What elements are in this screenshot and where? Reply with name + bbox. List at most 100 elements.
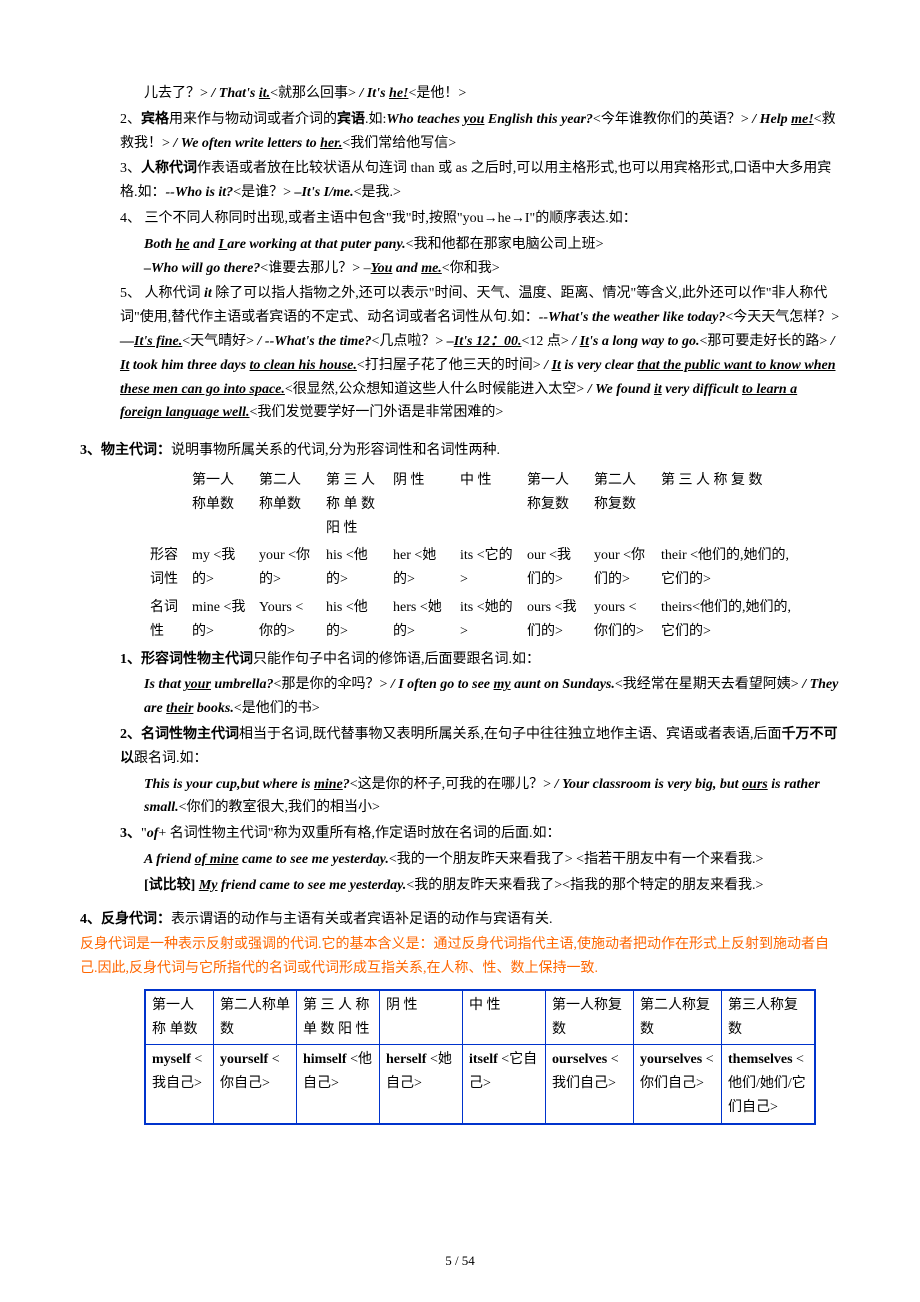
table-cell: her <她的> [387,542,454,594]
text: <你和我> [442,261,500,276]
text: <我的朋友昨天来看我了><指我的那个特定的朋友来看我.> [406,878,763,893]
table-cell: his <他的> [320,594,387,646]
text: me! [791,112,814,127]
possessive-pronoun-table: 第一人称单数 第二人称单数 第 三 人 称 单 数 阳 性 阴 性 中 性 第一… [144,467,807,646]
text: took him three days [129,358,249,373]
text: to clean his house. [250,358,357,373]
text: <这是你的杯子,可我的在哪儿？> [350,777,555,792]
text: Both [144,237,176,252]
text: <那是你的伞吗？> [274,677,391,692]
table-header: 阴 性 [387,467,454,542]
table-header: 第二人称单数 [214,990,297,1045]
text: her. [320,136,342,151]
text: –It's I/me. [294,185,353,200]
table-header-row: 第一人称 单数 第二人称单数 第 三 人 称 单 数 阳 性 阴 性 中 性 第… [145,990,815,1045]
text: It's 12：00. [454,334,522,349]
text: 相当于名词,既代替事物又表明所属关系,在句子中往往独立地作主语、宾语或者表语,后… [239,727,782,742]
text: came to see me yesterday. [239,852,389,867]
text: / We often write letters to [173,136,320,151]
table-header: 第一人称 单数 [145,990,214,1045]
text: <打扫屋子花了他三天的时间> [357,358,544,373]
table-cell: their <他们的,她们的,它们的> [655,542,807,594]
text: <是我.> [354,185,401,200]
table-header [144,467,186,542]
table-row: myself <我自己> yourself <你自己> himself <他自己… [145,1045,815,1124]
table-header: 第 三 人 称 单 数 阳 性 [297,990,380,1045]
text: <是他！> [408,86,466,101]
page-number: 5 / 54 [0,1250,920,1272]
text: / [572,334,579,349]
text: <我的一个朋友昨天来看我了> <指若干朋友中有一个来看我.> [389,852,764,867]
text: ours [742,777,768,792]
text: It's fine. [134,334,182,349]
text: <我和他都在那家电脑公司上班> [406,237,604,252]
text: This is your cup,but where is [144,777,314,792]
table-header: 第一人称复数 [521,467,588,542]
text: umbrella? [211,677,274,692]
text: / That's [211,86,258,101]
reflexive-pronoun-table: 第一人称 单数 第二人称单数 第 三 人 称 单 数 阳 性 阴 性 中 性 第… [144,989,816,1125]
text: 儿去了？> [144,86,211,101]
table-header: 第一人称单数 [186,467,253,542]
text: It [552,358,561,373]
text: –Who will go there? [144,261,260,276]
table-cell: Yours <你的> [253,594,320,646]
table-cell: 形容词性 [144,542,186,594]
table-header: 中 性 [463,990,546,1045]
text: my [494,677,511,692]
text: 人称代词 [141,161,197,176]
text: ? [343,777,350,792]
table-header: 第二人称复数 [588,467,655,542]
text: – [447,334,454,349]
text: 表示谓语的动作与主语有关或者宾语补足语的动作与宾语有关. [171,912,553,927]
text: and [392,261,421,276]
text: <天气晴好> [182,334,257,349]
section-4-title: 4、反身代词：表示谓语的动作与主语有关或者宾语补足语的动作与宾语有关. [80,908,840,932]
table-cell: ours <我们的> [521,594,588,646]
sub-2-ex: This is your cup,but where is mine?<这是你的… [80,773,840,821]
text: <我们常给他写信> [342,136,456,151]
table-cell: myself <我自己> [145,1045,214,1124]
text: You [371,261,393,276]
text: 4、 三个不同人称同时出现,或者主语中包含"我"时,按照"you→he→I"的顺… [120,211,637,226]
table-cell: yourselves <你们自己> [634,1045,722,1124]
table-header: 阴 性 [380,990,463,1045]
table-header: 第二人称复数 [634,990,722,1045]
item-4-ex: Both he and I are working at that puter … [80,233,840,281]
text: 反身代词是一种表示反射或强调的代词.它的基本含义是：通过反身代词指代主语,使施动… [80,937,829,976]
text: A friend [144,852,195,867]
sub-2: 2、名词性物主代词相当于名词,既代替事物又表明所属关系,在句子中往往独立地作主语… [80,723,840,771]
text: – [364,261,371,276]
text: he [176,237,190,252]
text: / It's [359,86,389,101]
text: you [463,112,484,127]
sub-3: 3、"of+ 名词性物主代词"称为双重所有格,作定语时放在名词的后面.如： [80,822,840,846]
text: are working at that puter pany. [227,237,405,252]
text: 2、名词性物主代词 [120,727,239,742]
text: I [218,237,227,252]
table-header: 第三人称复数 [722,990,816,1045]
text: <很显然,公众想知道这些人什么时候能进入太空> [285,382,588,397]
text: their [166,701,193,716]
text: <我经常在星期天去看望阿姨> [615,677,802,692]
text: <是谁？> [233,185,294,200]
text: English this year? [484,112,593,127]
item-3: 3、人称代词作表语或者放在比较状语从句连词 than 或 as 之后时,可以用主… [80,157,840,205]
text: <那可要走好长的路> [699,334,830,349]
item-5: 5、 人称代词 it 除了可以指人指物之外,还可以表示"时间、天气、温度、距离、… [80,282,840,425]
text: 1、形容词性物主代词 [120,652,253,667]
table-cell: theirs<他们的,她们的,它们的> [655,594,807,646]
table-cell: our <我们的> [521,542,588,594]
table-cell: itself <它自己> [463,1045,546,1124]
text: [试比较] [144,878,199,893]
text: 跟名词.如： [134,751,208,766]
table-cell: herself <她自己> [380,1045,463,1124]
text: Is that [144,677,184,692]
text: books. [193,701,233,716]
text: --What's the weather like today? [539,310,726,325]
text: it. [259,86,270,101]
text: <谁要去那儿？> [260,261,363,276]
line-continuation: 儿去了？> / That's it.<就那么回事> / It's he!<是他！… [80,82,840,106]
text: .如: [365,112,386,127]
text: My [199,878,218,893]
